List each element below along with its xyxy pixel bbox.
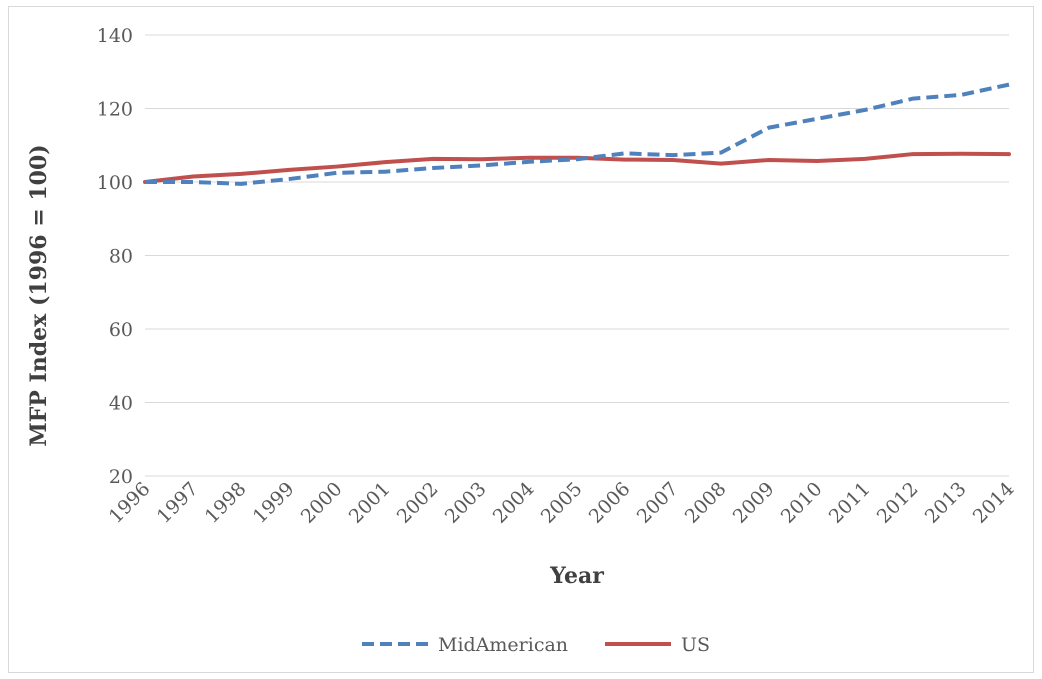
series-line-midamerican <box>145 82 1010 186</box>
x-tick-label: 1998 <box>201 478 251 528</box>
y-tick-label: 120 <box>97 99 133 121</box>
x-tick-label: 2004 <box>489 478 539 528</box>
x-tick-label: 2000 <box>297 478 347 528</box>
x-tick-label: 2005 <box>537 478 587 528</box>
x-tick-label: 2010 <box>777 478 827 528</box>
chart-frame: 20 40 60 80 100 120 140 1996 1997 1998 1999 2000 20… <box>8 6 1034 673</box>
x-tick-label: 1999 <box>249 478 299 528</box>
gridlines <box>145 34 1009 477</box>
x-tick-label: 2013 <box>921 478 971 528</box>
y-tick-label: 20 <box>109 466 133 488</box>
y-tick-label: 80 <box>109 246 133 268</box>
y-tick-label: 140 <box>97 25 133 47</box>
x-tick-label: 2009 <box>729 478 779 528</box>
x-axis-ticks: 1996199719981999200020012002200320042005… <box>105 478 1019 528</box>
x-tick-label: 2002 <box>393 478 443 528</box>
legend-label-us: US <box>681 634 710 656</box>
mfp-line-chart: 20 40 60 80 100 120 140 1996199719981999200020… <box>26 25 1019 656</box>
x-axis-title: Year <box>549 563 604 589</box>
x-tick-label: 2003 <box>441 478 491 528</box>
x-tick-label: 2007 <box>633 478 683 528</box>
legend: MidAmerican US <box>362 634 710 656</box>
x-tick-label: 2014 <box>969 478 1019 528</box>
x-tick-label: 2001 <box>345 478 395 528</box>
x-tick-label: 2008 <box>681 478 731 528</box>
x-tick-label: 2006 <box>585 478 635 528</box>
y-axis-title: MFP Index (1996 = 100) <box>26 144 52 446</box>
series-lines <box>143 82 1011 186</box>
legend-label-midamerican: MidAmerican <box>438 634 568 656</box>
x-tick-label: 2011 <box>825 478 875 528</box>
x-tick-label: 2012 <box>873 478 923 528</box>
x-tick-label: 1997 <box>153 478 203 528</box>
y-tick-label: 60 <box>109 319 133 341</box>
y-axis-ticks: 20 40 60 80 100 120 140 <box>97 25 133 488</box>
y-tick-label: 100 <box>97 172 133 194</box>
y-tick-label: 40 <box>109 393 133 415</box>
